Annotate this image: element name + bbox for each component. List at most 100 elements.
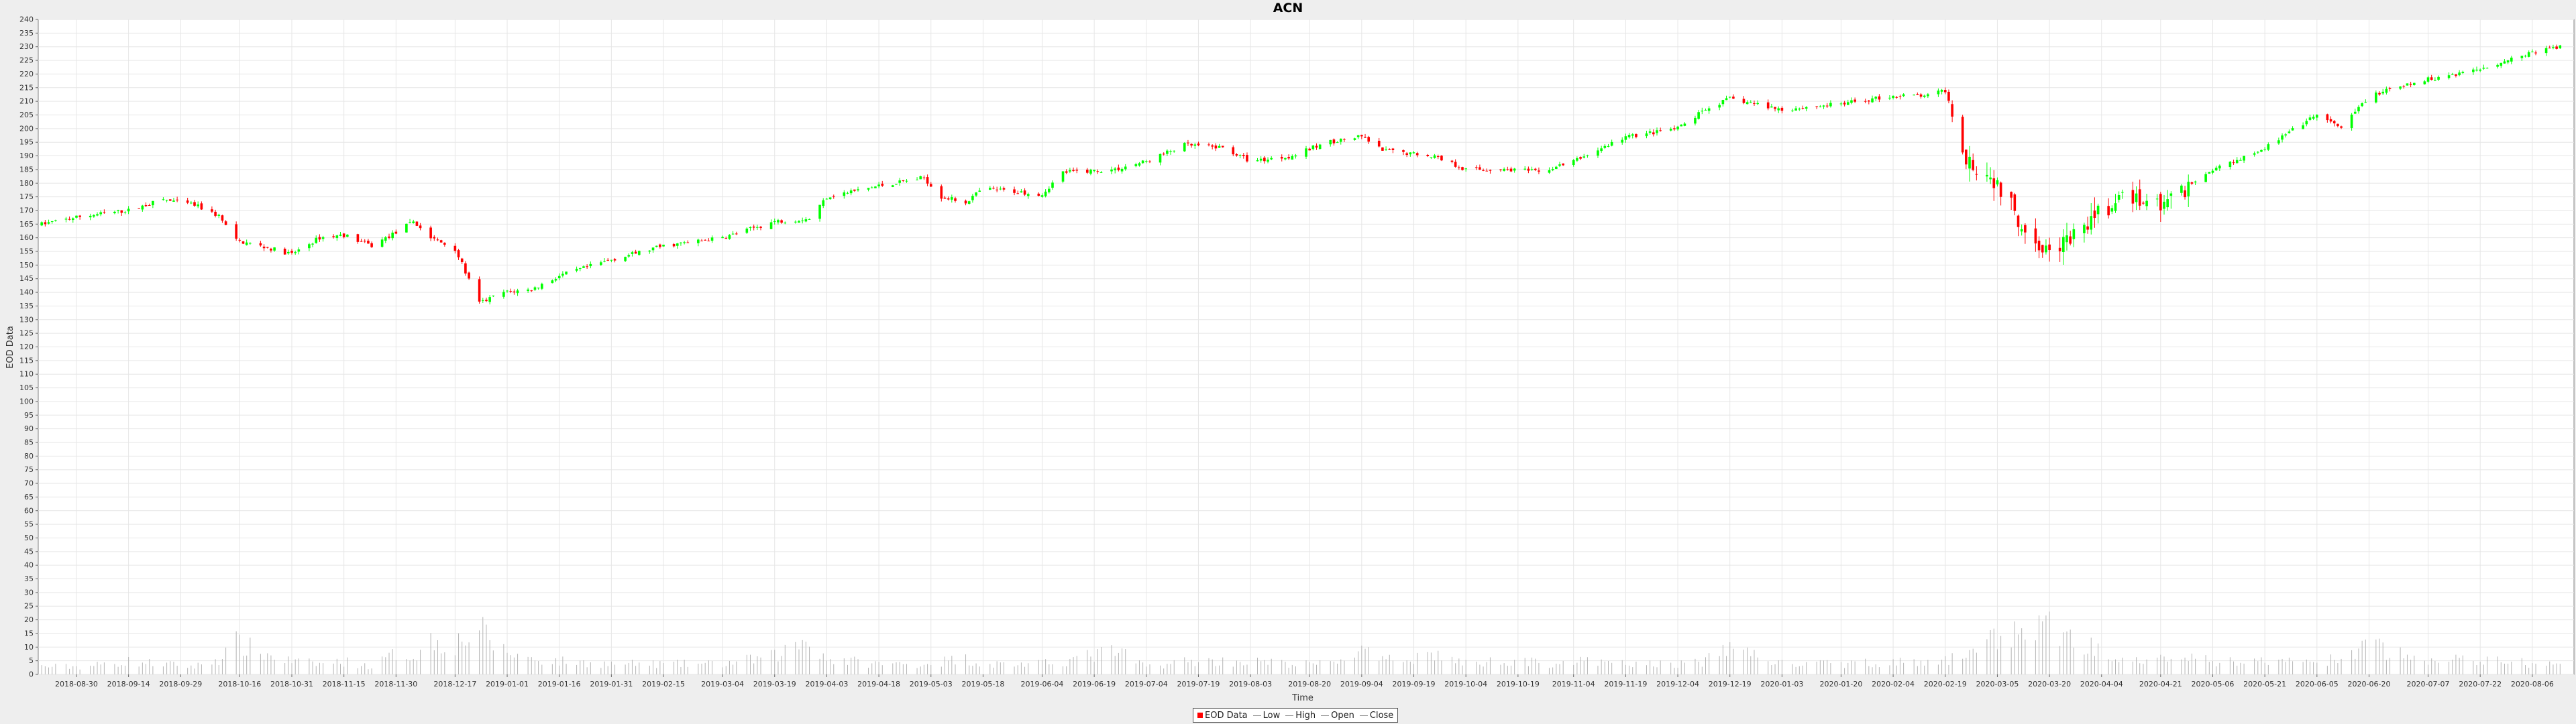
candle-body bbox=[1270, 158, 1273, 160]
candle-body bbox=[1336, 142, 1339, 143]
candle-body bbox=[346, 235, 349, 237]
candle-body bbox=[1850, 100, 1853, 103]
x-tick-label: 2019-01-16 bbox=[538, 680, 581, 688]
candle-body bbox=[2267, 144, 2270, 150]
candle-body bbox=[1635, 134, 1638, 137]
candle-body bbox=[2361, 103, 2363, 107]
candle-body bbox=[2364, 102, 2367, 103]
candle-body bbox=[464, 263, 467, 274]
candle-body bbox=[1839, 103, 1843, 105]
candle-body bbox=[857, 189, 859, 191]
candle-body bbox=[1141, 160, 1144, 164]
x-tick-label: 2020-01-03 bbox=[1760, 680, 1803, 688]
candle-body bbox=[2305, 121, 2308, 125]
candle-body bbox=[600, 262, 602, 265]
candle-body bbox=[804, 219, 808, 222]
x-tick-label: 2019-10-04 bbox=[1444, 680, 1487, 688]
candle-body bbox=[1246, 155, 1248, 162]
y-tick-label: 205 bbox=[19, 111, 34, 119]
y-tick-label: 95 bbox=[24, 411, 34, 420]
x-tick-label: 2019-11-04 bbox=[1552, 680, 1595, 688]
candle-body bbox=[1902, 94, 1905, 97]
candle-body bbox=[1509, 168, 1513, 172]
candle-body bbox=[1048, 188, 1051, 192]
candle-body bbox=[1367, 137, 1371, 142]
candle-body bbox=[1648, 131, 1652, 133]
candle-body bbox=[2072, 229, 2076, 239]
y-tick-label: 105 bbox=[19, 383, 34, 392]
candle-body bbox=[745, 228, 749, 233]
candle-body bbox=[533, 287, 537, 290]
candle-body bbox=[1656, 130, 1658, 133]
candle-body bbox=[1888, 97, 1891, 99]
candle-body bbox=[777, 220, 780, 223]
x-tick-label: 2019-08-20 bbox=[1288, 680, 1331, 688]
y-tick-label: 130 bbox=[19, 315, 34, 324]
candle-body bbox=[2024, 225, 2027, 233]
candle-body bbox=[1753, 103, 1756, 105]
candle-body bbox=[759, 227, 762, 228]
candle-body bbox=[1311, 145, 1315, 149]
candle-body bbox=[1825, 105, 1829, 107]
candle-body bbox=[578, 268, 582, 269]
candle-body bbox=[2461, 72, 2465, 73]
x-tick-label: 2019-07-04 bbox=[1125, 680, 1168, 688]
candle-body bbox=[2458, 72, 2461, 76]
x-tick-label: 2019-09-19 bbox=[1393, 680, 1436, 688]
candle-body bbox=[2337, 123, 2339, 127]
candle-body bbox=[270, 248, 272, 251]
candle-body bbox=[2399, 86, 2402, 89]
candle-body bbox=[1846, 102, 1849, 105]
candle-body bbox=[318, 237, 321, 240]
candle-body bbox=[1996, 180, 1999, 185]
y-tick-label: 175 bbox=[19, 192, 34, 201]
candle-body bbox=[1040, 195, 1044, 197]
candle-body bbox=[1433, 155, 1436, 158]
candle-body bbox=[1676, 126, 1679, 130]
y-tick-label: 180 bbox=[19, 179, 34, 188]
candle-body bbox=[245, 242, 248, 245]
candle-body bbox=[2357, 107, 2360, 112]
candle-body bbox=[2316, 115, 2318, 118]
candle-body bbox=[2058, 247, 2061, 251]
candle-body bbox=[1044, 191, 1047, 196]
candle-body bbox=[443, 243, 446, 245]
y-tick-label: 120 bbox=[19, 343, 34, 351]
candle-body bbox=[704, 239, 707, 241]
candle-body bbox=[2500, 62, 2503, 66]
candle-body bbox=[951, 197, 953, 200]
y-tick-label: 215 bbox=[19, 83, 34, 92]
candle-body bbox=[655, 245, 658, 247]
candle-body bbox=[631, 252, 634, 254]
x-tick-label: 2018-12-17 bbox=[433, 680, 476, 688]
candle-body bbox=[2093, 210, 2096, 219]
x-tick-label: 2019-05-03 bbox=[910, 680, 953, 688]
candle-body bbox=[1829, 103, 1832, 107]
candle-body bbox=[2423, 81, 2426, 84]
candle-body bbox=[2013, 194, 2017, 211]
y-tick-label: 20 bbox=[24, 615, 34, 624]
candle-body bbox=[683, 242, 686, 243]
candle-body bbox=[96, 214, 99, 216]
candle-body bbox=[1218, 145, 1221, 148]
candle-body bbox=[2218, 166, 2221, 169]
candle-body bbox=[2069, 236, 2072, 244]
candle-body bbox=[1895, 97, 1898, 98]
x-tick-label: 2020-03-20 bbox=[2028, 680, 2071, 688]
candle-body bbox=[1940, 89, 1943, 92]
candle-body bbox=[315, 237, 318, 243]
candle-body bbox=[1464, 168, 1468, 170]
candle-body bbox=[294, 252, 297, 253]
x-tick-label: 2019-04-03 bbox=[805, 680, 848, 688]
candle-body bbox=[2048, 244, 2051, 251]
candle-body bbox=[2041, 245, 2044, 253]
candle-body bbox=[1023, 190, 1026, 195]
volume-bars bbox=[41, 611, 2561, 674]
candle-body bbox=[1513, 168, 1516, 171]
y-tick-label: 115 bbox=[19, 356, 34, 365]
grid-lines bbox=[38, 19, 2574, 675]
candle-body bbox=[1766, 102, 1770, 109]
y-tick-label: 230 bbox=[19, 42, 34, 51]
candles bbox=[40, 44, 2562, 305]
y-tick-label: 140 bbox=[19, 288, 34, 297]
